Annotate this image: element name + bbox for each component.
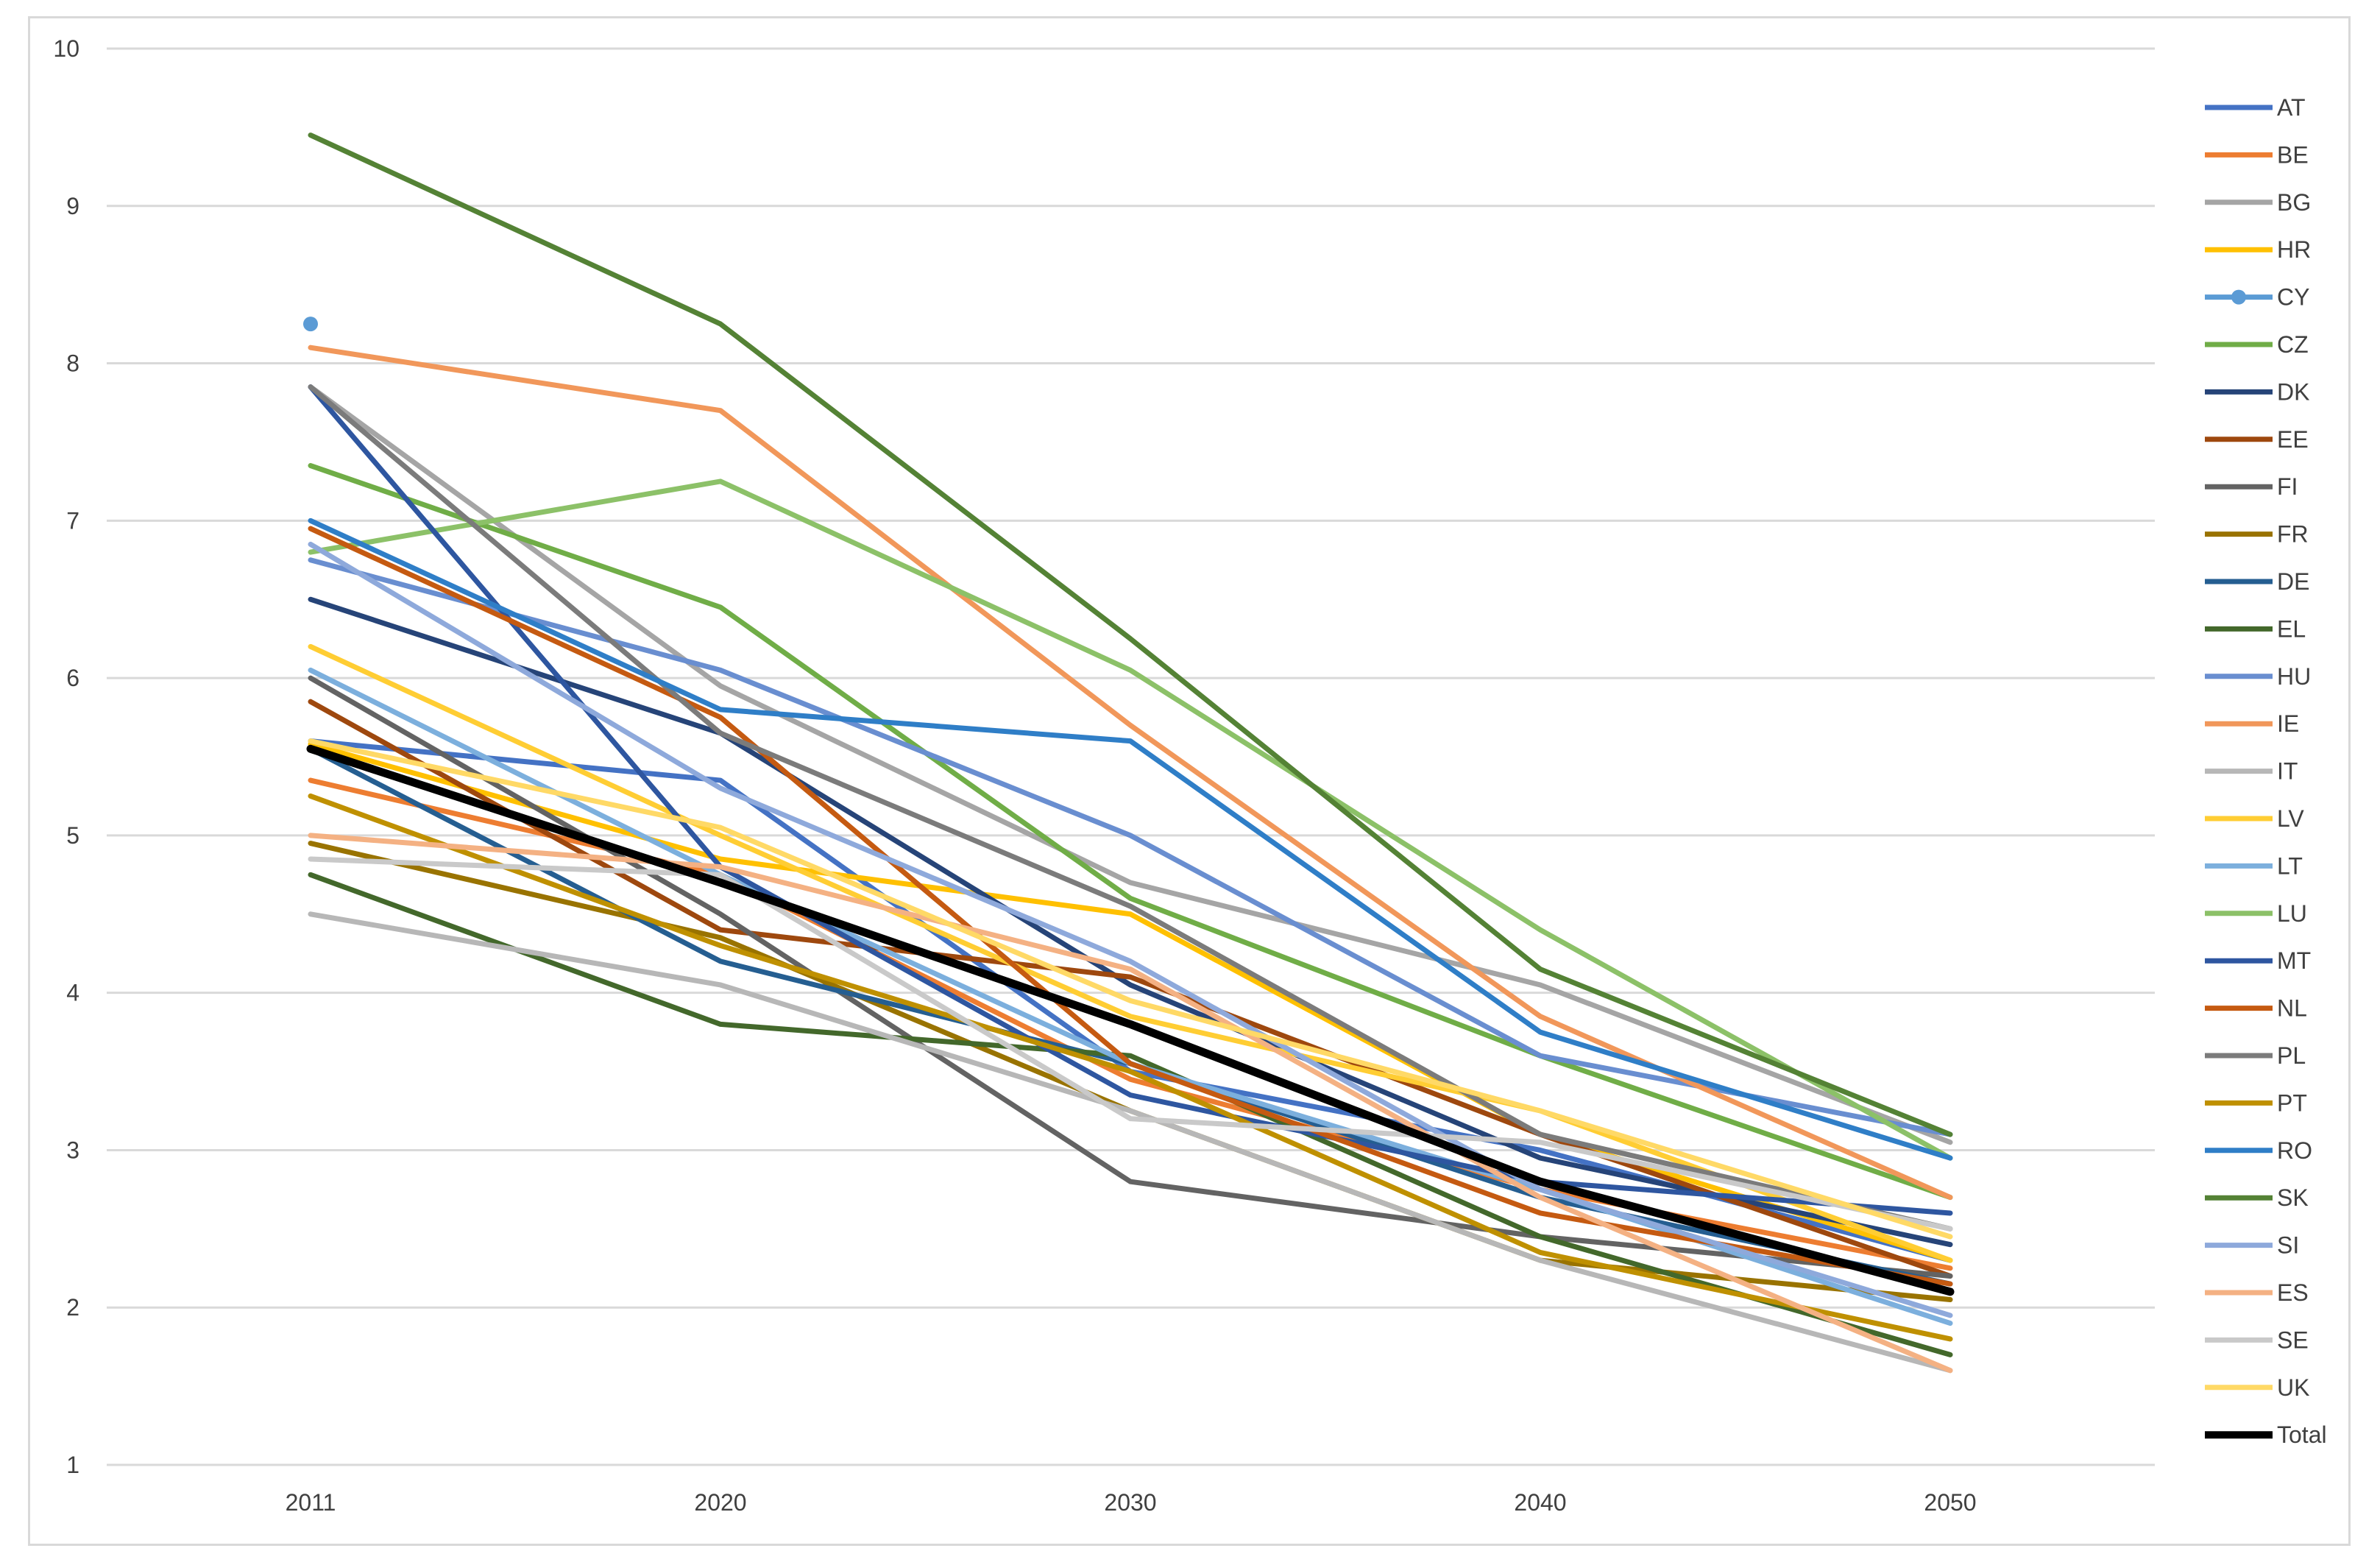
- legend-label-ee: EE: [2277, 426, 2309, 453]
- y-tick-label: 3: [66, 1137, 79, 1163]
- legend-label-cz: CZ: [2277, 331, 2309, 358]
- legend-label-cy: CY: [2277, 284, 2309, 311]
- series-line-ro: [308, 517, 1953, 1161]
- y-tick-label: 6: [66, 665, 79, 691]
- series-line-se: [308, 856, 1953, 1232]
- x-tick-label: 2040: [1514, 1489, 1566, 1516]
- series-line-lu: [308, 478, 1953, 1161]
- y-tick-label: 7: [66, 507, 79, 534]
- legend-label-hr: HR: [2277, 236, 2311, 263]
- series-line-nl: [308, 526, 1953, 1287]
- series-line-pl: [308, 384, 1953, 1232]
- series-line-hr: [308, 741, 1953, 1263]
- legend-label-it: IT: [2277, 758, 2298, 785]
- series-line-es: [308, 833, 1953, 1374]
- y-tick-label: 9: [66, 193, 79, 219]
- y-tick-label: 8: [66, 350, 79, 377]
- y-tick-label: 10: [53, 35, 79, 62]
- legend-label-be: BE: [2277, 141, 2309, 168]
- legend-label-se: SE: [2277, 1326, 2309, 1353]
- series-line-sk: [308, 133, 1953, 1137]
- legend-label-lu: LU: [2277, 900, 2307, 927]
- series-line-ee: [308, 699, 1953, 1279]
- legend-label-at: AT: [2277, 94, 2306, 121]
- series-point-cy: [303, 317, 318, 332]
- series-line-cz: [308, 463, 1953, 1201]
- series-line-bg: [308, 384, 1953, 1145]
- series-line-it: [308, 911, 1953, 1374]
- legend-label-nl: NL: [2277, 995, 2307, 1022]
- legend-label-total: Total: [2277, 1421, 2327, 1448]
- legend-label-bg: BG: [2277, 189, 2311, 216]
- series-line-uk: [308, 738, 1953, 1240]
- x-tick-label: 2011: [286, 1489, 336, 1516]
- series-line-el: [308, 872, 1953, 1357]
- legend-label-fr: FR: [2277, 521, 2309, 548]
- y-axis-ticks: 1 2 3 4 5 6 7 8 9 10: [53, 35, 79, 1478]
- legend-label-lv: LV: [2277, 805, 2304, 832]
- x-tick-label: 2030: [1104, 1489, 1156, 1516]
- legend-label-hu: HU: [2277, 663, 2311, 690]
- series-line-lv: [308, 643, 1953, 1263]
- y-tick-label: 2: [66, 1294, 79, 1321]
- legend-label-uk: UK: [2277, 1374, 2309, 1401]
- legend-label-si: SI: [2277, 1232, 2299, 1259]
- series-line-total: [306, 744, 1955, 1296]
- legend-label-mt: MT: [2277, 947, 2311, 974]
- x-tick-label: 2050: [1924, 1489, 1976, 1516]
- y-tick-label: 5: [66, 822, 79, 849]
- legend-label-ro: RO: [2277, 1137, 2312, 1164]
- series-line-pt: [308, 793, 1953, 1342]
- legend-label-dk: DK: [2277, 378, 2309, 405]
- legend-label-lt: LT: [2277, 852, 2303, 879]
- series-line-si: [308, 541, 1953, 1318]
- y-tick-label: 4: [66, 980, 79, 1006]
- series-line-dk: [308, 596, 1953, 1248]
- legend-label-pl: PL: [2277, 1042, 2306, 1069]
- series-lines: [303, 133, 1955, 1374]
- x-tick-label: 2020: [694, 1489, 746, 1516]
- legend-label-ie: IE: [2277, 710, 2299, 737]
- legend-label-pt: PT: [2277, 1089, 2307, 1116]
- legend: AT BE BG HR CY CZ DK EE FI FR DE EL HU IE IT LV LT LU MT NL…: [2205, 94, 2327, 1448]
- series-line-hu: [308, 557, 1953, 1137]
- legend-marker-cy: [2231, 289, 2246, 305]
- legend-label-de: DE: [2277, 568, 2309, 595]
- legend-label-es: ES: [2277, 1279, 2309, 1306]
- legend-label-fi: FI: [2277, 473, 2298, 500]
- legend-label-el: EL: [2277, 615, 2306, 642]
- gridlines: [107, 47, 2155, 1466]
- y-tick-label: 1: [66, 1452, 79, 1478]
- legend-label-sk: SK: [2277, 1184, 2309, 1211]
- x-axis-ticks: 2011 2020 2030 2040 2050: [286, 1489, 1977, 1516]
